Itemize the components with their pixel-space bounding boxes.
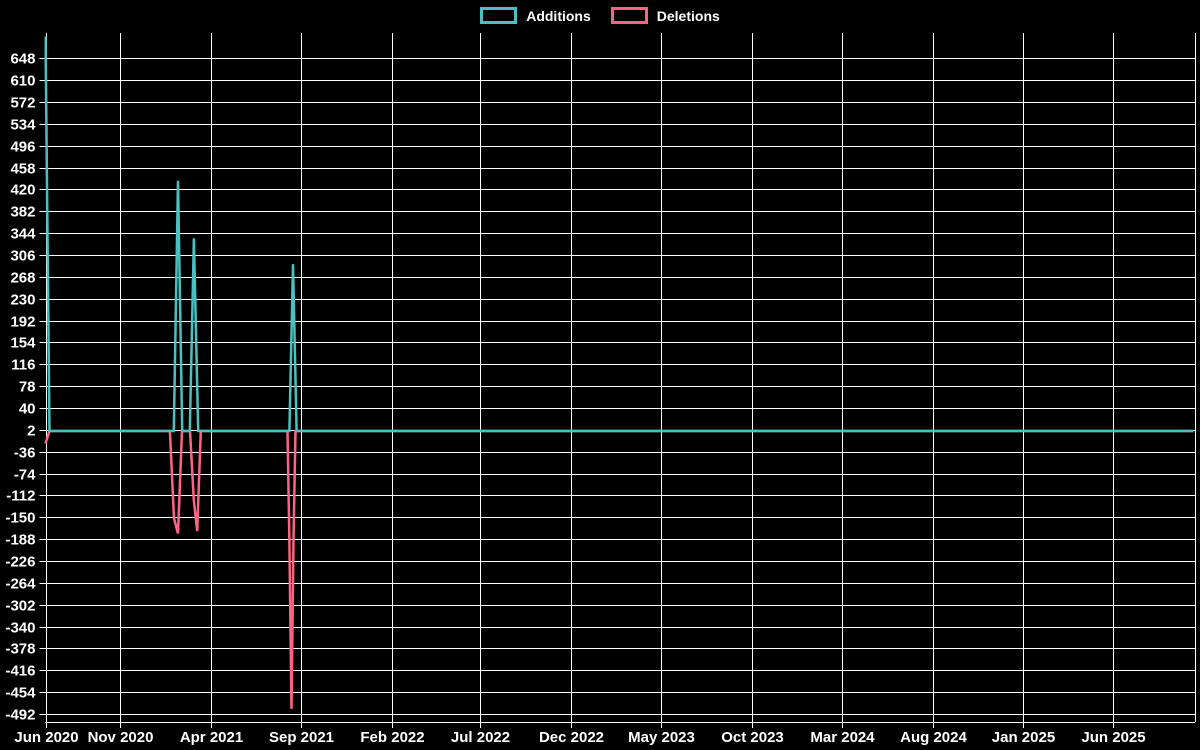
- deletions-swatch: [610, 7, 648, 24]
- x-tick-label: Aug 2024: [900, 729, 967, 746]
- x-tick-label: Dec 2022: [539, 729, 604, 746]
- y-tick-label: -150: [5, 510, 35, 527]
- y-tick-label: -74: [14, 467, 36, 484]
- chart-legend: Additions Deletions: [0, 7, 1200, 24]
- y-tick-label: 382: [10, 204, 35, 221]
- additions-line: [44, 36, 1194, 433]
- y-tick-label: -112: [6, 488, 35, 505]
- y-tick-label: 648: [10, 51, 35, 68]
- x-tick-label: Jul 2022: [451, 729, 510, 746]
- series-lines: [44, 36, 1194, 709]
- y-tick-label: -378: [5, 641, 35, 658]
- y-tick-label: -264: [5, 576, 36, 593]
- y-tick-label: 420: [10, 182, 35, 199]
- y-tick-label: -416: [5, 663, 35, 680]
- deletions-legend-label: Deletions: [656, 7, 720, 24]
- additions-swatch: [480, 7, 518, 24]
- y-tick-label: 230: [10, 292, 35, 309]
- x-tick-label: Jun 2025: [1081, 729, 1145, 746]
- x-tick-label: Mar 2024: [810, 729, 875, 746]
- y-tick-label: 458: [10, 161, 35, 178]
- additions-legend-label: Additions: [526, 7, 591, 24]
- y-tick-label: 610: [10, 73, 35, 90]
- x-tick-label: Oct 2023: [721, 729, 784, 746]
- axis-labels: 648 610 572 534 496 458 420 382 344 306 268 230 192 1…: [5, 51, 1145, 747]
- gridlines: [39, 33, 1196, 728]
- y-tick-label: -340: [5, 620, 35, 637]
- y-tick-label: 154: [10, 335, 36, 352]
- y-tick-label: -188: [5, 532, 35, 549]
- y-tick-label: -302: [5, 598, 35, 615]
- y-tick-label: 268: [10, 270, 35, 287]
- y-tick-label: 116: [11, 357, 35, 374]
- x-tick-label: Feb 2022: [360, 729, 424, 746]
- x-tick-label: Jan 2025: [992, 729, 1055, 746]
- y-tick-label: -226: [5, 554, 35, 571]
- y-tick-label: -492: [5, 707, 35, 724]
- deletions-line: [44, 429, 1194, 709]
- y-tick-label: -454: [5, 685, 36, 702]
- x-tick-label: Nov 2020: [88, 729, 154, 746]
- y-tick-label: 192: [10, 314, 35, 331]
- y-tick-label: 306: [10, 248, 35, 265]
- y-tick-label: 572: [10, 95, 35, 112]
- x-tick-label: Jun 2020: [14, 729, 78, 746]
- y-tick-label: 2: [27, 423, 35, 440]
- legend-item-additions[interactable]: Additions: [480, 7, 591, 24]
- x-tick-label: May 2023: [628, 729, 695, 746]
- y-tick-label: -36: [14, 445, 36, 462]
- y-tick-label: 534: [10, 117, 36, 134]
- y-tick-label: 78: [19, 379, 36, 396]
- legend-item-deletions[interactable]: Deletions: [610, 7, 720, 24]
- x-tick-label: Apr 2021: [180, 729, 243, 746]
- y-tick-label: 344: [10, 226, 36, 243]
- x-tick-label: Sep 2021: [269, 729, 334, 746]
- y-tick-label: 496: [10, 139, 35, 156]
- y-tick-label: 40: [19, 401, 36, 418]
